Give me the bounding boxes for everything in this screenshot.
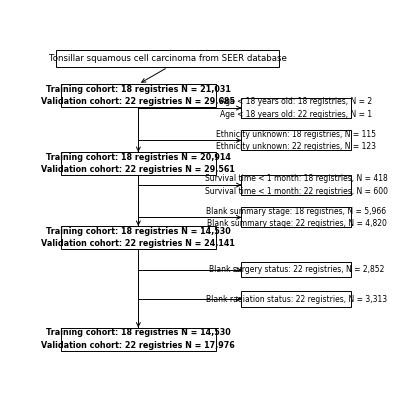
FancyBboxPatch shape <box>242 175 352 195</box>
FancyBboxPatch shape <box>56 50 279 67</box>
FancyBboxPatch shape <box>242 130 352 150</box>
Text: Blank summary stage: 18 registries, N = 5,966
Blank summary stage: 22 registries: Blank summary stage: 18 registries, N = … <box>206 207 386 228</box>
Text: Tonsillar squamous cell carcinoma from SEER database: Tonsillar squamous cell carcinoma from S… <box>49 54 287 63</box>
Text: Training cohort: 18 registries N = 14,530
Validation cohort: 22 registries N = 2: Training cohort: 18 registries N = 14,53… <box>42 227 235 248</box>
FancyBboxPatch shape <box>242 98 352 118</box>
Text: Training cohort: 18 registries N = 20,914
Validation cohort: 22 registries N = 2: Training cohort: 18 registries N = 20,91… <box>42 153 235 174</box>
FancyBboxPatch shape <box>61 84 216 107</box>
Text: Age < 18 years old: 18 registries, N = 2
Age < 18 years old: 22 registries, N = : Age < 18 years old: 18 registries, N = 2… <box>220 97 372 119</box>
Text: Blank radiation status: 22 registries, N = 3,313: Blank radiation status: 22 registries, N… <box>206 294 387 304</box>
FancyBboxPatch shape <box>242 207 352 228</box>
FancyBboxPatch shape <box>242 291 352 307</box>
FancyBboxPatch shape <box>61 328 216 351</box>
Text: Training cohort: 18 registries N = 21,031
Validation cohort: 22 registries N = 2: Training cohort: 18 registries N = 21,03… <box>41 85 235 106</box>
Text: Survival time < 1 month: 18 registries, N = 418
Survival time < 1 month: 22 regi: Survival time < 1 month: 18 registries, … <box>205 174 388 196</box>
FancyBboxPatch shape <box>61 226 216 249</box>
FancyBboxPatch shape <box>242 262 352 278</box>
Text: Blank surgery status: 22 registries, N = 2,852: Blank surgery status: 22 registries, N =… <box>209 265 384 274</box>
FancyBboxPatch shape <box>61 152 216 175</box>
Text: Training cohort: 18 registries N = 14,530
Validation cohort: 22 registries N = 1: Training cohort: 18 registries N = 14,53… <box>42 328 235 350</box>
Text: Ethnicity unknown: 18 registries, N = 115
Ethnicity unknown: 22 registries, N = : Ethnicity unknown: 18 registries, N = 11… <box>216 130 376 151</box>
